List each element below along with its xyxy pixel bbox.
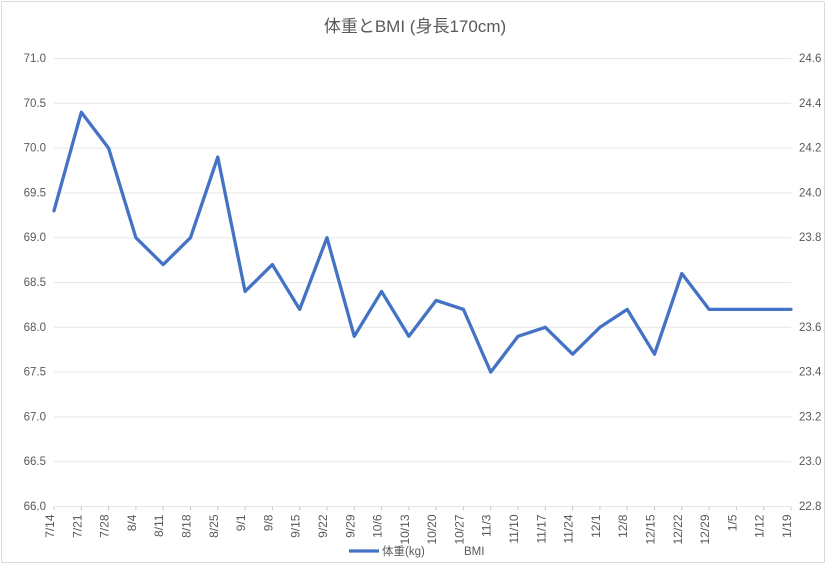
svg-text:22.8: 22.8	[799, 501, 821, 513]
svg-text:23.0: 23.0	[799, 456, 821, 468]
svg-text:9/15: 9/15	[289, 514, 303, 538]
svg-text:24.4: 24.4	[799, 98, 822, 110]
svg-text:12/15: 12/15	[644, 514, 658, 544]
svg-text:10/27: 10/27	[452, 514, 466, 544]
svg-text:9/8: 9/8	[261, 514, 275, 531]
svg-text:体重(kg): 体重(kg)	[382, 544, 425, 558]
svg-text:12/1: 12/1	[589, 514, 603, 538]
svg-text:1/12: 1/12	[753, 514, 767, 538]
svg-text:12/8: 12/8	[616, 514, 630, 538]
svg-text:67.0: 67.0	[24, 411, 46, 423]
svg-text:BMI: BMI	[464, 546, 484, 558]
svg-text:66.5: 66.5	[24, 456, 46, 468]
svg-text:1/5: 1/5	[725, 514, 739, 531]
svg-text:9/1: 9/1	[234, 514, 248, 531]
svg-text:24.2: 24.2	[799, 143, 821, 155]
svg-text:8/18: 8/18	[180, 514, 194, 538]
svg-text:67.5: 67.5	[24, 367, 46, 379]
svg-text:24.6: 24.6	[799, 53, 821, 65]
svg-text:69.5: 69.5	[24, 187, 46, 199]
svg-text:66.0: 66.0	[24, 501, 46, 513]
svg-text:8/11: 8/11	[152, 514, 166, 537]
svg-text:69.0: 69.0	[24, 232, 46, 244]
svg-text:7/28: 7/28	[98, 514, 112, 538]
svg-text:10/6: 10/6	[371, 514, 385, 538]
svg-text:68.5: 68.5	[24, 277, 46, 289]
svg-text:24.0: 24.0	[799, 187, 821, 199]
svg-text:9/29: 9/29	[343, 514, 357, 538]
svg-text:11/17: 11/17	[534, 514, 548, 543]
svg-text:12/22: 12/22	[671, 514, 685, 544]
svg-text:11/3: 11/3	[480, 514, 494, 537]
svg-text:9/22: 9/22	[316, 514, 330, 538]
svg-text:23.2: 23.2	[799, 411, 821, 423]
svg-text:7/21: 7/21	[70, 514, 84, 538]
svg-text:11/10: 11/10	[507, 514, 521, 543]
svg-text:68.0: 68.0	[24, 322, 46, 334]
svg-text:11/24: 11/24	[562, 514, 576, 543]
svg-text:10/20: 10/20	[425, 514, 439, 544]
svg-text:1/19: 1/19	[780, 514, 794, 538]
svg-text:23.6: 23.6	[799, 322, 821, 334]
svg-text:8/4: 8/4	[125, 514, 139, 531]
svg-text:70.5: 70.5	[24, 98, 46, 110]
svg-text:10/13: 10/13	[398, 514, 412, 544]
svg-text:70.0: 70.0	[24, 143, 46, 155]
svg-text:12/29: 12/29	[698, 514, 712, 544]
svg-text:23.8: 23.8	[799, 232, 821, 244]
svg-text:23.4: 23.4	[799, 367, 822, 379]
svg-text:71.0: 71.0	[24, 53, 46, 65]
svg-text:8/25: 8/25	[207, 514, 221, 538]
svg-text:7/14: 7/14	[43, 514, 57, 538]
